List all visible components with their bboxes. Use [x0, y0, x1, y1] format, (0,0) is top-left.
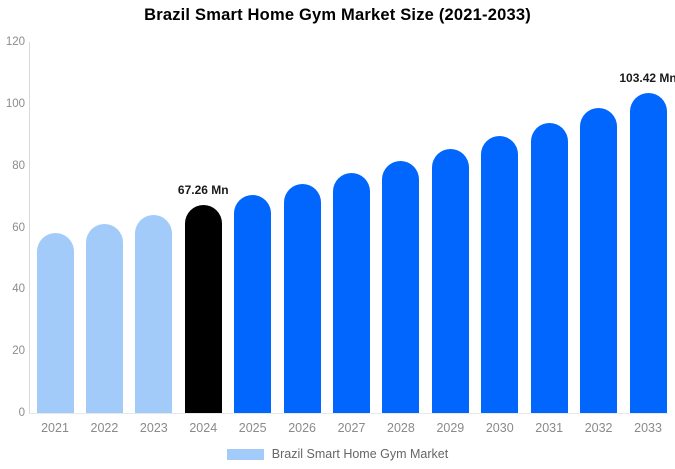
- bar-2033: [629, 93, 667, 413]
- bar-2030: [481, 135, 519, 413]
- chart-title: Brazil Smart Home Gym Market Size (2021-…: [144, 6, 531, 24]
- y-axis-tick-label: 80: [12, 159, 25, 172]
- bar-2024: [184, 205, 222, 413]
- x-axis-label-2021: 2021: [41, 421, 69, 435]
- y-axis-tick-label: 20: [12, 345, 25, 358]
- bar-2022: [85, 224, 123, 413]
- x-axis-label-2030: 2030: [485, 421, 514, 435]
- bar-2025: [234, 194, 272, 413]
- x-axis-label-2024: 2024: [189, 421, 218, 435]
- x-axis-label-2032: 2032: [584, 421, 613, 435]
- y-axis-tick-label: 0: [18, 407, 25, 419]
- y-axis-tick-label: 60: [12, 221, 25, 234]
- x-axis-label-2026: 2026: [288, 421, 316, 435]
- x-axis-label-2022: 2022: [90, 421, 119, 435]
- x-axis-label-2025: 2025: [238, 421, 267, 435]
- y-axis-tick-label: 40: [12, 283, 25, 296]
- x-axis-label-2029: 2029: [436, 421, 465, 435]
- x-axis-label-2028: 2028: [387, 421, 415, 435]
- x-axis-label-2031: 2031: [535, 421, 564, 435]
- legend-swatch: [226, 448, 264, 460]
- bar-2026: [283, 184, 321, 413]
- y-axis-tick-label: 120: [5, 36, 25, 48]
- bar-2031: [530, 122, 568, 413]
- bar-2028: [382, 161, 420, 413]
- value-label-2033: 103.42 Mn: [619, 71, 675, 86]
- bar-2023: [135, 214, 173, 413]
- x-axis-label-2033: 2033: [634, 421, 662, 435]
- bar-2032: [580, 108, 618, 413]
- x-axis-label-2027: 2027: [337, 421, 366, 435]
- legend-label: Brazil Smart Home Gym Market: [271, 447, 449, 461]
- legend: Brazil Smart Home Gym Market: [0, 447, 675, 461]
- bar-2021: [36, 232, 74, 413]
- bar-2027: [333, 173, 371, 413]
- bar-2029: [431, 148, 469, 413]
- x-axis-label-2023: 2023: [139, 421, 168, 435]
- x-axis-line: [29, 413, 668, 414]
- y-axis-line: [29, 42, 30, 413]
- y-axis-tick-label: 100: [5, 97, 25, 110]
- value-label-2024: 67.26 Mn: [177, 183, 229, 198]
